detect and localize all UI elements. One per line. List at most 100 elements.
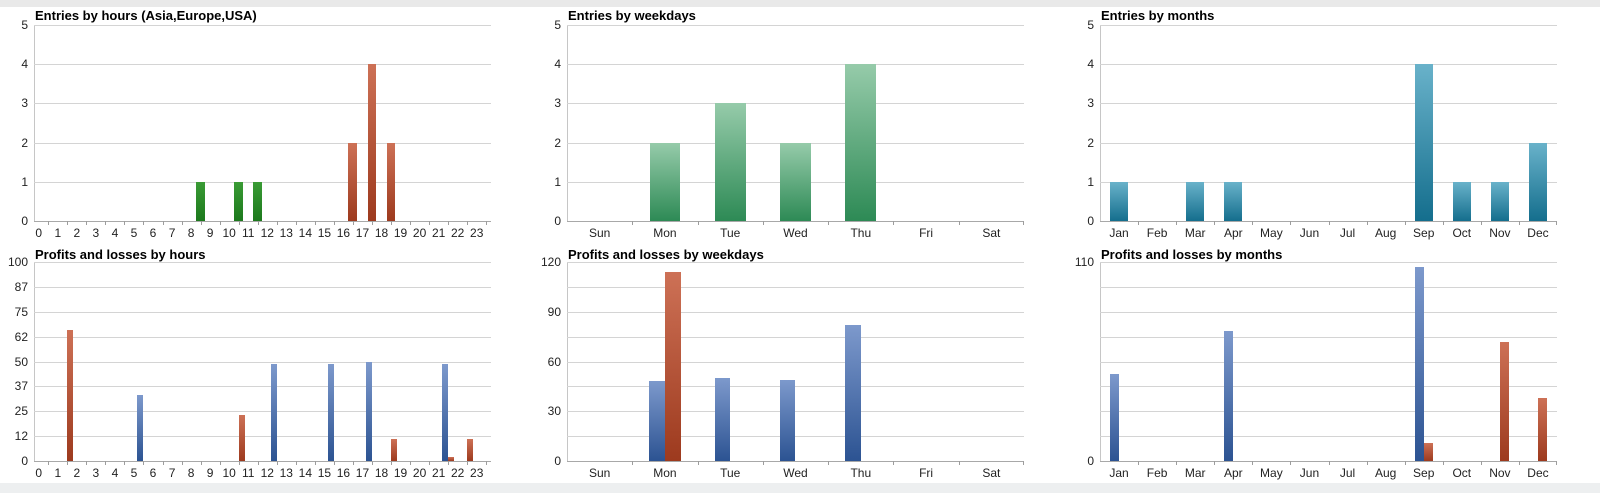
y-axis-label: 0 bbox=[1087, 214, 1094, 228]
bar-profits-Sep[interactable] bbox=[1414, 267, 1424, 461]
x-axis-label: 2 bbox=[73, 466, 81, 480]
bar-entries-Apr[interactable] bbox=[1224, 181, 1243, 221]
gridline bbox=[567, 286, 1024, 288]
bar-entries-Sep[interactable] bbox=[1414, 64, 1433, 221]
bar-entries-Dec[interactable] bbox=[1529, 142, 1547, 221]
bar-entries-red-16[interactable] bbox=[348, 142, 358, 221]
bar-losses-Nov[interactable] bbox=[1499, 341, 1509, 461]
x-axis-tick bbox=[828, 221, 830, 225]
bar-entries-Jan[interactable] bbox=[1110, 181, 1128, 221]
y-axis-label: 1 bbox=[1087, 174, 1094, 189]
x-axis-tick bbox=[448, 461, 450, 465]
y-axis-label: 4 bbox=[554, 57, 561, 72]
bar-losses-Dec[interactable] bbox=[1537, 397, 1548, 461]
bar-entries-Thu[interactable] bbox=[845, 64, 877, 221]
gridline bbox=[567, 311, 1024, 313]
x-axis-baseline bbox=[567, 221, 1024, 222]
bar-entries-green-11[interactable] bbox=[253, 181, 263, 221]
bar-entries-Wed[interactable] bbox=[780, 142, 811, 221]
bar-losses-Sep[interactable] bbox=[1423, 442, 1433, 461]
x-axis-tick bbox=[143, 461, 145, 465]
x-axis-tick bbox=[295, 461, 297, 465]
chart-title: Entries by weekdays bbox=[568, 8, 696, 23]
x-axis-label: 13 bbox=[279, 226, 293, 240]
x-axis-label: Jan bbox=[1109, 466, 1129, 480]
x-axis-label: 12 bbox=[260, 226, 274, 240]
x-axis-label: Jun bbox=[1299, 466, 1320, 480]
gridline bbox=[34, 411, 491, 413]
bar-profits-5[interactable] bbox=[137, 395, 144, 461]
y-axis-label: 5 bbox=[554, 18, 561, 32]
x-axis-label: Fri bbox=[919, 466, 934, 480]
x-axis-label: Sun bbox=[588, 466, 611, 480]
bar-profits-Apr[interactable] bbox=[1224, 330, 1234, 461]
x-axis-tick bbox=[486, 461, 488, 465]
bar-profits-Mon[interactable] bbox=[649, 381, 665, 461]
bar-profits-Thu[interactable] bbox=[845, 325, 861, 461]
x-axis-tick bbox=[1176, 461, 1178, 465]
bar-profits-12[interactable] bbox=[270, 363, 277, 461]
x-axis-tick bbox=[333, 221, 335, 225]
bar-losses-10[interactable] bbox=[238, 415, 245, 461]
x-axis-tick bbox=[429, 221, 431, 225]
x-axis-tick bbox=[219, 221, 221, 225]
bar-losses-1[interactable] bbox=[67, 329, 74, 461]
bar-losses-18[interactable] bbox=[391, 439, 398, 461]
y-axis-label: 5 bbox=[1087, 18, 1094, 32]
bar-entries-green-10[interactable] bbox=[234, 181, 244, 221]
bar-entries-red-17[interactable] bbox=[367, 64, 377, 221]
bar-profits-Jan[interactable] bbox=[1109, 374, 1120, 461]
bar-entries-red-18[interactable] bbox=[386, 142, 396, 221]
bar-profits-Tue[interactable] bbox=[714, 378, 731, 461]
x-axis-label: Apr bbox=[1223, 466, 1243, 480]
x-axis-label: Feb bbox=[1146, 466, 1168, 480]
x-axis-tick bbox=[1252, 221, 1254, 225]
x-axis-label: 4 bbox=[111, 226, 119, 240]
x-axis-tick bbox=[1404, 221, 1406, 225]
x-axis-tick bbox=[295, 221, 297, 225]
x-axis-label: 23 bbox=[470, 466, 484, 480]
x-axis-label: 7 bbox=[168, 466, 176, 480]
y-axis-label: 2 bbox=[1087, 135, 1094, 150]
bar-profits-17[interactable] bbox=[365, 361, 372, 461]
bar-entries-Tue[interactable] bbox=[714, 103, 746, 221]
y-axis-label: 50 bbox=[14, 354, 28, 369]
x-axis-label: Jun bbox=[1299, 226, 1320, 240]
x-axis-label: 15 bbox=[317, 226, 332, 240]
x-axis-tick bbox=[1556, 221, 1557, 225]
chart-title: Profits and losses by weekdays bbox=[568, 247, 764, 262]
gridline bbox=[34, 361, 491, 363]
bar-losses-21[interactable] bbox=[448, 457, 455, 461]
y-axis-label: 0 bbox=[554, 454, 561, 468]
bar-entries-Mar[interactable] bbox=[1186, 181, 1205, 221]
bar-profits-Wed[interactable] bbox=[779, 379, 796, 461]
y-axis-label: 0 bbox=[21, 454, 28, 468]
gridline bbox=[567, 411, 1024, 413]
chart-title: Profits and losses by hours bbox=[35, 247, 206, 262]
y-axis-label: 0 bbox=[554, 214, 561, 228]
x-axis-label: Jul bbox=[1339, 226, 1356, 240]
x-axis-label: 23 bbox=[470, 226, 484, 240]
x-axis-tick bbox=[162, 461, 164, 465]
bar-profits-21[interactable] bbox=[442, 363, 449, 461]
x-axis-tick bbox=[1290, 221, 1292, 225]
bar-losses-22[interactable] bbox=[467, 439, 474, 461]
x-axis-tick bbox=[200, 461, 202, 465]
x-axis-label: 1 bbox=[54, 226, 62, 240]
bar-entries-Nov[interactable] bbox=[1490, 181, 1509, 221]
x-axis-label: 16 bbox=[336, 466, 351, 480]
bar-losses-Mon[interactable] bbox=[664, 271, 681, 461]
x-axis-label: 22 bbox=[450, 226, 465, 240]
x-axis-tick bbox=[238, 221, 240, 225]
chart-entries-by-weekdays: Entries by weekdays 0 1 2 3 4 5 Sun Mon Tue Wed Th… bbox=[533, 7, 1066, 246]
x-axis-tick bbox=[276, 461, 278, 465]
bar-entries-Mon[interactable] bbox=[649, 142, 681, 221]
gridline bbox=[34, 311, 491, 313]
x-axis-tick bbox=[1328, 461, 1330, 465]
bar-profits-15[interactable] bbox=[327, 363, 334, 461]
bar-entries-green-8[interactable] bbox=[196, 181, 206, 221]
gridline bbox=[1100, 262, 1557, 263]
bar-entries-Oct[interactable] bbox=[1452, 181, 1471, 221]
x-axis-label: Wed bbox=[783, 226, 808, 240]
